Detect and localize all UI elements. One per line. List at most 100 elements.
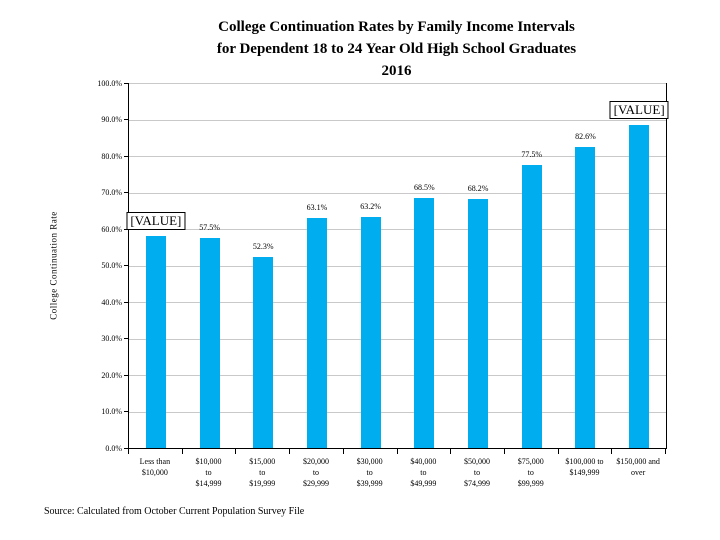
y-axis-tick-label: 100.0% bbox=[97, 78, 122, 88]
y-axis-tick-label: 90.0% bbox=[101, 115, 122, 124]
x-category-label-line: to bbox=[312, 468, 320, 477]
y-axis-tick bbox=[124, 192, 128, 193]
bar-value-label-8: 77.5% bbox=[521, 150, 543, 160]
y-axis-tick bbox=[124, 82, 128, 84]
x-category-label-10: $150,000 and over bbox=[611, 456, 665, 478]
bar-value-label-10: [VALUE] bbox=[609, 100, 669, 119]
y-axis-tick bbox=[124, 301, 128, 303]
x-category-label-line: $10,000 bbox=[141, 468, 168, 477]
gridline-30 bbox=[129, 338, 666, 340]
x-category-label-line: $75,000 bbox=[517, 457, 544, 466]
bar-7 bbox=[468, 199, 489, 448]
y-axis-tick-label: 50.0% bbox=[101, 261, 122, 270]
x-category-label-line: $99,999 bbox=[517, 479, 544, 488]
x-category-label-1: Less than $10,000 bbox=[128, 456, 182, 478]
bar-value-label-7: 68.2% bbox=[467, 184, 489, 194]
x-category-label-9: $100,000 to $149,999 bbox=[558, 456, 612, 478]
x-category-label-line: $100,000 to bbox=[565, 457, 604, 466]
chart-title-line-1: College Continuation Rates by Family Inc… bbox=[218, 19, 575, 35]
chart-title-line-3: 2016 bbox=[381, 63, 412, 79]
x-category-label-line: $14,999 bbox=[195, 479, 222, 488]
x-category-label-line: to bbox=[205, 468, 212, 477]
x-axis-tick bbox=[128, 449, 129, 454]
x-category-label-line: $10,000 bbox=[195, 457, 222, 466]
x-category-label-line: $29,999 bbox=[302, 479, 329, 488]
x-axis-tick bbox=[289, 449, 291, 454]
gridline-100 bbox=[129, 83, 666, 84]
bar-value-label-2: 57.5% bbox=[199, 223, 220, 233]
bar-value-label-1: [VALUE] bbox=[126, 212, 186, 231]
x-axis-tick bbox=[181, 449, 183, 454]
bar-value-label-5: 63.2% bbox=[360, 202, 381, 212]
y-axis-tick-label: 70.0% bbox=[101, 188, 122, 197]
x-axis-tick bbox=[665, 449, 666, 454]
bar-8 bbox=[521, 165, 542, 448]
bar-value-label-9: 82.6% bbox=[575, 131, 596, 141]
x-category-label-5: $30,000 to $39,999 bbox=[343, 456, 397, 489]
gridline-40 bbox=[129, 302, 666, 303]
y-axis-tick bbox=[124, 228, 128, 230]
source-note: Source: Calculated from October Current … bbox=[44, 506, 305, 517]
x-axis-tick bbox=[235, 449, 237, 454]
y-axis-tick-label: 40.0% bbox=[101, 297, 122, 307]
x-axis-tick bbox=[611, 449, 613, 454]
x-axis-tick-labels: Less than $10,000 $10,000 to $14,999 $15,000 t… bbox=[128, 456, 665, 500]
bar-9 bbox=[575, 146, 596, 448]
bar-value-label-3: 52.3% bbox=[252, 242, 274, 252]
bar-6 bbox=[414, 197, 435, 448]
gridline-80 bbox=[129, 156, 666, 157]
gridline-60 bbox=[129, 229, 666, 230]
x-category-label-line: to bbox=[259, 468, 266, 477]
x-category-label-line: $15,000 bbox=[249, 457, 276, 466]
x-category-label-line: over bbox=[631, 468, 646, 477]
x-category-label-4: $20,000 to $29,999 bbox=[289, 456, 343, 489]
chart-title-line-2: for Dependent 18 to 24 Year Old High Sch… bbox=[216, 41, 577, 57]
bar-10 bbox=[629, 124, 650, 448]
x-category-label-line: $20,000 bbox=[302, 457, 329, 466]
gridline-50 bbox=[129, 265, 666, 267]
y-axis-tick bbox=[124, 374, 128, 376]
x-category-label-line: Less than bbox=[139, 457, 171, 466]
y-axis-tick-label: 30.0% bbox=[101, 334, 122, 343]
x-axis-tick bbox=[342, 449, 344, 454]
y-axis-tick-label: 60.0% bbox=[101, 224, 122, 234]
x-category-label-line: $49,999 bbox=[410, 479, 437, 488]
gridline-10 bbox=[129, 411, 666, 413]
x-category-label-6: $40,000 to $49,999 bbox=[397, 456, 451, 489]
x-category-label-line: $149,999 bbox=[569, 468, 600, 477]
x-axis-tick bbox=[396, 449, 398, 454]
y-axis-tick-label: 20.0% bbox=[101, 370, 122, 380]
x-category-label-3: $15,000 to $19,999 bbox=[235, 456, 289, 489]
y-axis-tick-label: 80.0% bbox=[101, 151, 122, 161]
x-category-label-line: $74,999 bbox=[464, 479, 491, 488]
y-axis-tick-label: 10.0% bbox=[101, 407, 122, 416]
bar-5 bbox=[360, 217, 381, 448]
x-category-label-line: $150,000 and bbox=[616, 457, 660, 466]
bar-value-label-4: 63.1% bbox=[306, 202, 328, 212]
x-category-label-2: $10,000 to $14,999 bbox=[182, 456, 236, 489]
plot-area: [VALUE] 57.5% 52.3% 63.1% 63.2% 68.5% 68.2% 77.… bbox=[126, 83, 669, 449]
y-axis-tick bbox=[124, 155, 128, 157]
bar-1 bbox=[145, 236, 166, 448]
x-category-label-line: $30,000 bbox=[356, 457, 383, 466]
chart-title: College Continuation Rates by Family Inc… bbox=[128, 16, 665, 82]
x-category-label-line: $50,000 bbox=[464, 457, 491, 466]
x-category-label-line: to bbox=[366, 468, 373, 477]
x-category-label-line: to bbox=[473, 468, 481, 477]
y-axis-tick-label: 0.0% bbox=[105, 443, 122, 453]
y-axis-tick-labels: 0.0% 10.0% 20.0% 30.0% 40.0% 50.0% 60.0% 70.0% 8… bbox=[58, 0, 122, 540]
x-category-label-7: $50,000 to $74,999 bbox=[450, 456, 504, 489]
x-category-label-line: $40,000 bbox=[410, 457, 437, 466]
x-axis-tick bbox=[450, 449, 452, 454]
gridline-70 bbox=[129, 192, 666, 194]
y-axis-tick bbox=[124, 338, 128, 339]
y-axis-tick bbox=[124, 447, 128, 449]
x-category-label-line: to bbox=[527, 468, 534, 477]
x-axis-tick bbox=[557, 449, 559, 454]
bar-value-label-6: 68.5% bbox=[414, 182, 435, 192]
bar-2 bbox=[199, 238, 220, 448]
x-category-label-line: to bbox=[420, 468, 427, 477]
bar-3 bbox=[253, 257, 274, 448]
x-category-label-line: $19,999 bbox=[249, 479, 276, 488]
